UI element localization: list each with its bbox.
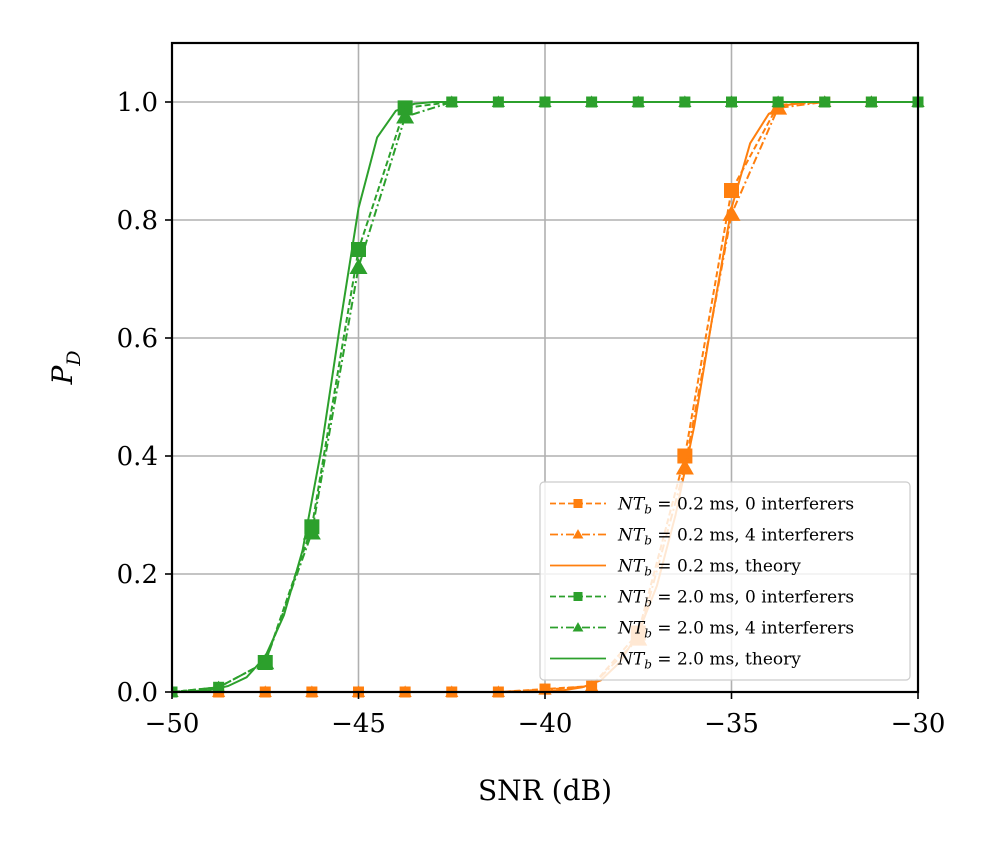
x-tick-label: −40 xyxy=(518,709,573,739)
y-tick-label: 1.0 xyxy=(117,88,158,118)
y-tick-label: 0.4 xyxy=(117,442,158,472)
data-point xyxy=(572,529,584,539)
data-point xyxy=(573,499,583,508)
legend-label: NTb = 0.2 ms, 0 interferers xyxy=(617,495,854,517)
data-point xyxy=(396,107,415,124)
y-axis-label-sub: D xyxy=(63,350,85,366)
x-tick-label: −30 xyxy=(891,709,946,739)
data-point xyxy=(349,258,368,274)
x-tick-label: −35 xyxy=(704,709,759,739)
y-tick-label: 0.6 xyxy=(117,324,158,354)
data-point xyxy=(256,653,275,670)
legend-box xyxy=(539,481,911,681)
x-axis-label: SNR (dB) xyxy=(478,774,612,807)
series-line xyxy=(172,101,918,693)
data-point xyxy=(351,242,366,257)
data-point xyxy=(585,679,599,692)
y-tick-label: 0.0 xyxy=(117,678,158,708)
data-point xyxy=(302,523,321,540)
y-tick-label: 0.2 xyxy=(117,560,158,590)
x-tick-label: −50 xyxy=(145,709,200,739)
y-tick-label: 0.8 xyxy=(117,206,158,236)
legend-label: NTb = 2.0 ms, 4 interferers xyxy=(617,619,854,641)
data-point xyxy=(573,592,583,601)
legend-label: NTb = 0.2 ms, theory xyxy=(617,557,801,579)
legend-label: NTb = 0.2 ms, 4 interferers xyxy=(617,526,854,548)
legend: NTb = 0.2 ms, 0 interferers NTb = 0.2 ms,… xyxy=(539,481,911,681)
series-NT_b = 2.0 ms, theory xyxy=(172,101,918,693)
data-point xyxy=(572,622,584,632)
y-axis-label-main: P xyxy=(46,365,79,386)
legend-label: NTb = 2.0 ms, theory xyxy=(617,650,801,672)
x-tick-label: −45 xyxy=(331,709,386,739)
legend-label: NTb = 2.0 ms, 0 interferers xyxy=(617,588,854,610)
y-axis-label: PD xyxy=(46,350,85,385)
axis-ticks: −50 −45 −40 −35 −30 0.0 0.2 0.4 0.6 0.8 1.0 xyxy=(117,88,946,739)
